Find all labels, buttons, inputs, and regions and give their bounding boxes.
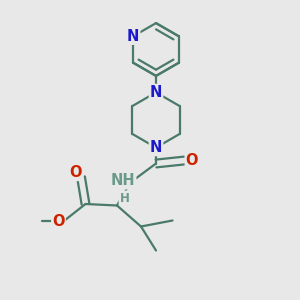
Text: N: N [127,29,139,44]
Text: H: H [120,191,129,205]
Text: O: O [52,214,65,230]
Text: O: O [186,153,198,168]
Text: N: N [150,140,162,155]
Text: N: N [150,85,162,100]
Text: NH: NH [111,173,135,188]
Text: O: O [69,165,81,180]
